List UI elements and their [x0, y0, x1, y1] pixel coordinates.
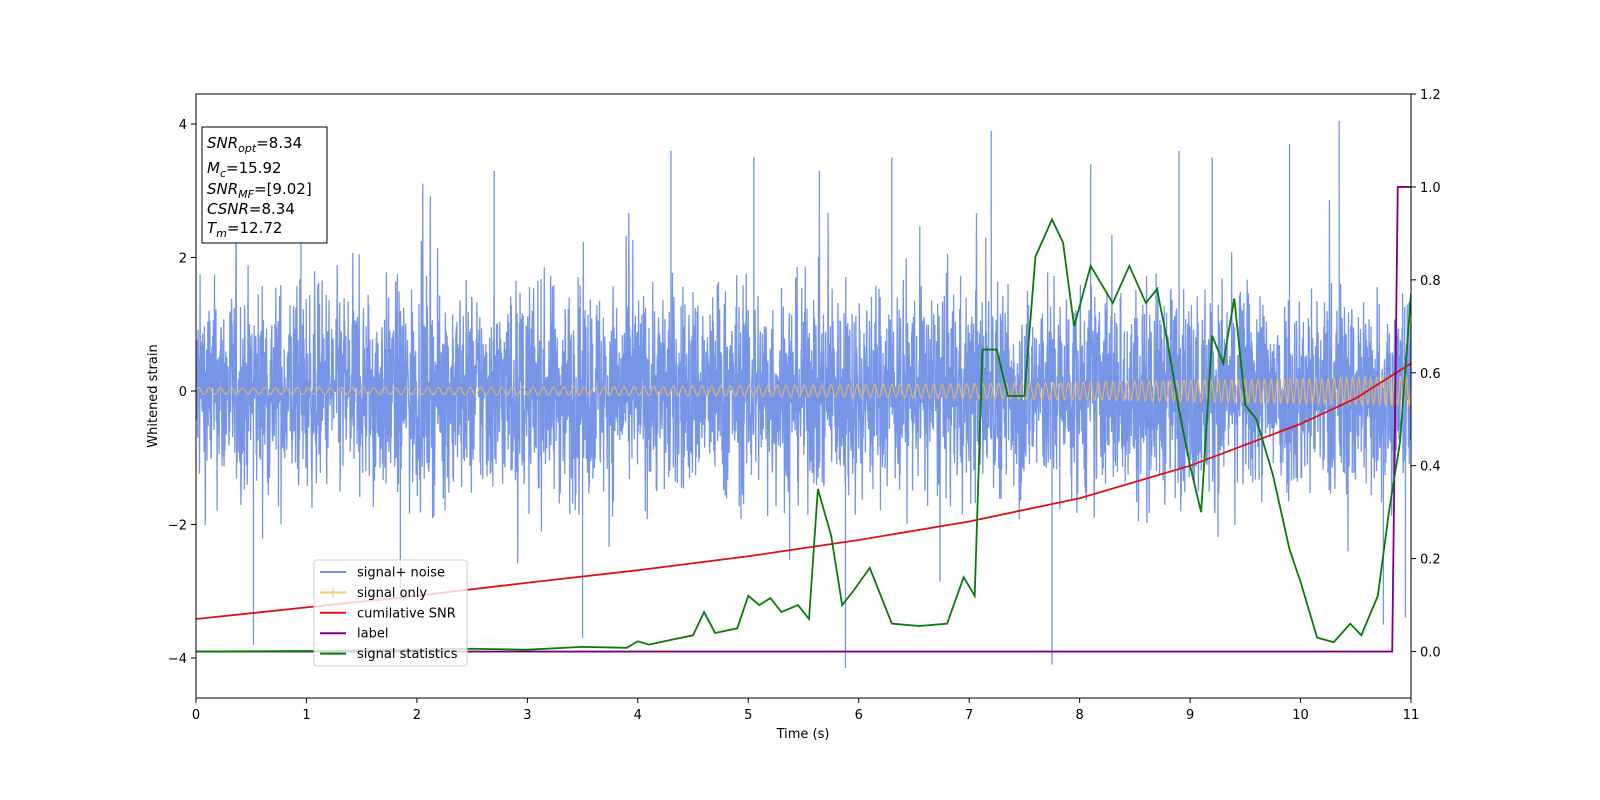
y-tick-label: 2 — [179, 252, 187, 267]
y2-tick-label: 0.0 — [1420, 646, 1441, 661]
series-signal-noise-line — [196, 120, 1411, 668]
y2-tick-label: 0.6 — [1420, 367, 1441, 382]
x-tick-label: 6 — [855, 708, 863, 723]
legend-entry-label: label — [320, 627, 388, 642]
y2-tick-label: 0.8 — [1420, 274, 1441, 289]
x-tick-label: 8 — [1075, 708, 1083, 723]
y2-tick-label: 0.4 — [1420, 460, 1441, 475]
series-label-line — [196, 186, 1411, 653]
legend-entry-signal-noise: signal+ noise — [320, 566, 445, 581]
legend-entry-signal-only: signal only — [320, 586, 427, 601]
y-axis-right: 0.0 0.2 0.4 0.6 0.8 1.0 1.2 — [1411, 88, 1441, 661]
y2-tick-label: 1.0 — [1420, 181, 1441, 196]
y2-tick-label: 0.2 — [1420, 553, 1441, 568]
annotation-frame — [201, 126, 328, 244]
x-axis-label: Time (s) — [776, 727, 830, 742]
annotation-line: Tm=12.72 — [207, 219, 282, 240]
y-axis-label: Whitened strain — [146, 344, 161, 447]
x-tick-label: 4 — [634, 708, 642, 723]
plot-frame — [195, 93, 1412, 699]
y-tick-label: −2 — [168, 518, 187, 533]
annotation-line: SNRopt=8.34 — [207, 134, 302, 155]
x-tick-label: 7 — [965, 708, 973, 723]
legend-entry-signal-statistics: signal statistics — [320, 647, 458, 662]
legend: signal+ noise signal only cumilative SNR la… — [313, 559, 468, 667]
annotation-line: SNRMF=[9.02] — [207, 180, 312, 201]
x-tick-label: 0 — [192, 708, 200, 723]
x-tick-label: 2 — [413, 708, 421, 723]
legend-label: cumilative SNR — [357, 606, 456, 621]
legend-entry-cumulative-snr: cumilative SNR — [320, 606, 456, 621]
legend-label: signal only — [357, 586, 427, 601]
x-tick-label: 11 — [1403, 708, 1420, 723]
series-signal-statistics-line — [196, 217, 1411, 653]
annotation-line: Mc=15.92 — [207, 159, 282, 180]
y-tick-label: 0 — [179, 385, 187, 400]
x-tick-label: 1 — [302, 708, 310, 723]
legend-label: signal statistics — [357, 647, 458, 662]
x-tick-label: 10 — [1292, 708, 1309, 723]
annotation-line: CSNR=8.34 — [207, 200, 295, 218]
legend-label: signal+ noise — [357, 566, 445, 581]
y-axis-left: −4 −2 0 2 4 — [168, 118, 196, 667]
x-tick-label: 5 — [744, 708, 752, 723]
legend-frame — [313, 559, 468, 667]
x-axis: 0 1 2 3 4 5 6 7 8 9 10 11 — [192, 698, 1419, 723]
legend-label: label — [357, 627, 388, 642]
snr-annotation-box: SNRopt=8.34 Mc=15.92SNRMF=[9.02]CSNR=8.34… — [201, 126, 328, 244]
y-tick-label: −4 — [168, 652, 187, 667]
x-tick-label: 9 — [1186, 708, 1194, 723]
x-tick-label: 3 — [523, 708, 531, 723]
y2-tick-label: 1.2 — [1420, 88, 1441, 103]
y-tick-label: 4 — [179, 118, 187, 133]
